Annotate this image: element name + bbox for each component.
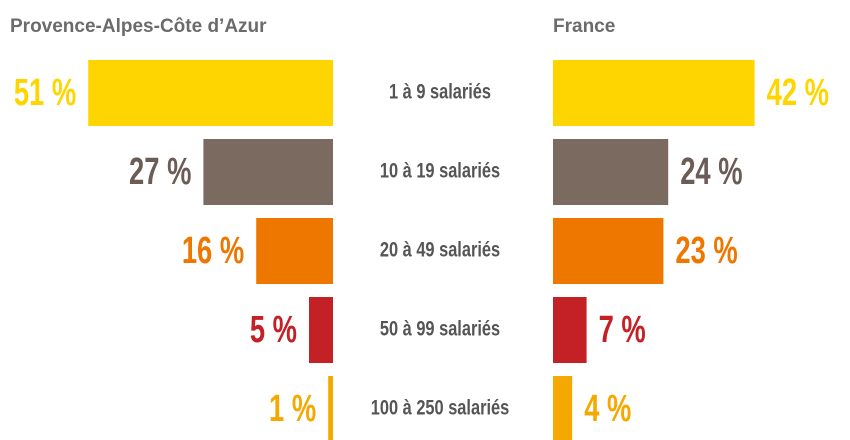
category-label: 20 à 49 salariés — [380, 238, 500, 261]
category-label: 100 à 250 salariés — [371, 396, 509, 419]
bar — [553, 218, 664, 284]
bar — [203, 139, 333, 205]
value-label: 51 % — [14, 72, 76, 114]
category-label: 50 à 99 salariés — [380, 317, 500, 340]
left-series-title: Provence-Alpes-Côte d’Azur — [10, 16, 267, 37]
value-label: 24 % — [680, 151, 742, 193]
bar — [256, 218, 333, 284]
value-label: 16 % — [182, 230, 244, 272]
value-label: 23 % — [675, 230, 737, 272]
value-label: 5 % — [250, 309, 297, 351]
value-label: 1 % — [269, 388, 316, 430]
bar — [553, 297, 587, 363]
value-label: 27 % — [129, 151, 191, 193]
bar — [553, 376, 573, 440]
bar — [88, 60, 333, 126]
value-label: 7 % — [599, 309, 646, 351]
category-label: 1 à 9 salariés — [389, 80, 491, 103]
bar — [553, 139, 669, 205]
value-label: 4 % — [584, 388, 631, 430]
bar — [309, 297, 333, 363]
category-label: 10 à 19 salariés — [380, 159, 500, 182]
value-label: 42 % — [767, 72, 829, 114]
right-series-title: France — [553, 16, 615, 37]
bar — [553, 60, 755, 126]
bar — [328, 376, 333, 440]
